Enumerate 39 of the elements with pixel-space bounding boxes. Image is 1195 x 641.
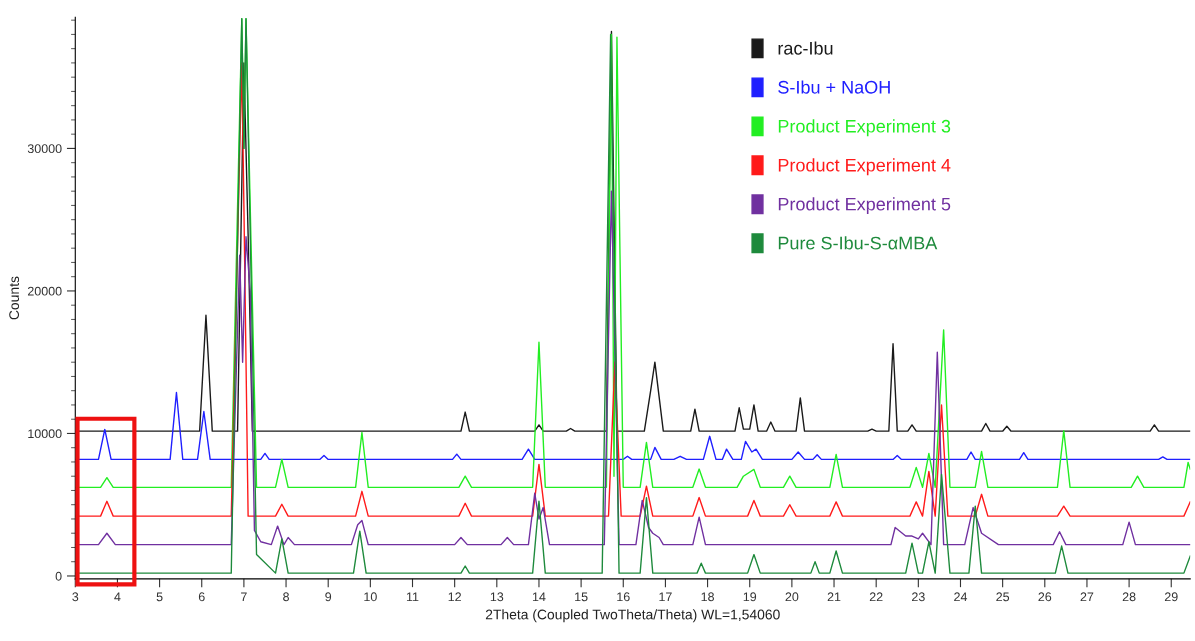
- legend-label: Product Experiment 5: [778, 197, 951, 215]
- x-tick-label: 4: [114, 592, 121, 602]
- x-tick-label: 3: [72, 592, 79, 602]
- x-tick-label: 20: [785, 592, 799, 602]
- x-tick-label: 8: [283, 592, 289, 602]
- x-tick-label: 15: [575, 592, 588, 602]
- legend-label: S-Ibu + NaOH: [778, 80, 890, 94]
- x-tick-label: 13: [490, 592, 504, 602]
- x-tick-label: 21: [827, 592, 841, 602]
- y-axis-title: Counts: [9, 276, 20, 320]
- x-tick-label: 12: [448, 592, 461, 602]
- y-tick-label: 20000: [27, 286, 62, 296]
- x-tick-label: 27: [1080, 592, 1094, 602]
- x-tick-label: 6: [198, 592, 205, 602]
- x-tick-label: 16: [617, 592, 630, 602]
- x-tick-label: 25: [996, 592, 1010, 602]
- x-tick-label: 19: [743, 592, 757, 602]
- x-tick-label: 17: [659, 592, 672, 602]
- x-tick-label: 22: [869, 592, 883, 602]
- x-tick-label: 9: [325, 592, 332, 602]
- y-tick-label: 0: [55, 571, 62, 581]
- x-tick-label: 29: [1164, 592, 1178, 602]
- y-tick-label: 30000: [27, 144, 62, 154]
- x-tick-label: 10: [364, 592, 377, 602]
- x-tick-label: 24: [954, 592, 968, 602]
- legend-label: Product Experiment 4: [778, 158, 951, 176]
- x-tick-label: 11: [406, 592, 419, 602]
- legend-label: Pure S-Ibu-S-αMBA: [778, 236, 938, 250]
- x-tick-label: 18: [701, 592, 714, 602]
- x-axis-title: 2Theta (Coupled TwoTheta/Theta) WL=1,54060: [485, 609, 780, 623]
- y-tick-label: 10000: [28, 429, 62, 439]
- x-tick-label: 5: [156, 592, 163, 602]
- x-tick-label: 7: [241, 592, 247, 602]
- legend-label: rac-Ibu: [778, 41, 833, 55]
- x-tick-label: 23: [912, 592, 925, 602]
- legend-label: Product Experiment 3: [778, 119, 951, 137]
- x-tick-label: 26: [1038, 592, 1052, 602]
- x-tick-label: 14: [532, 592, 546, 602]
- x-tick-label: 28: [1122, 592, 1136, 602]
